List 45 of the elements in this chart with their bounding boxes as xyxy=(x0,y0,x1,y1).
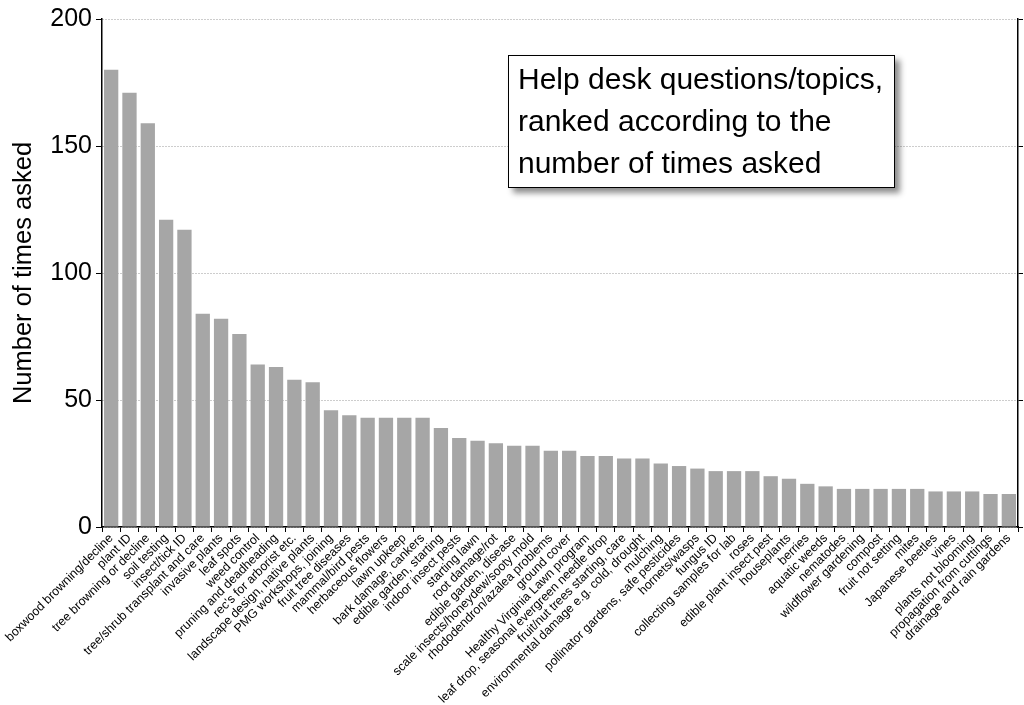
bar xyxy=(470,440,485,527)
bar xyxy=(928,491,943,527)
bar xyxy=(598,455,613,527)
bar xyxy=(781,478,797,527)
bar xyxy=(891,488,907,527)
bar xyxy=(378,417,394,527)
bar xyxy=(653,463,668,527)
bar xyxy=(525,445,540,527)
bar xyxy=(562,450,577,527)
y-tick-label: 0 xyxy=(78,510,92,539)
bar xyxy=(818,486,833,527)
bar xyxy=(1001,493,1016,527)
bar xyxy=(323,410,339,527)
y-tick-label: 200 xyxy=(50,2,92,31)
bar xyxy=(836,488,852,527)
text: Help desk questions/topics, ranked according to the number of times asked xyxy=(508,55,895,188)
bar xyxy=(580,455,595,527)
bar xyxy=(488,443,504,527)
bar xyxy=(671,466,687,527)
bar xyxy=(708,471,723,527)
y-tick-label: 150 xyxy=(50,129,92,158)
y-axis-title: Number of times asked xyxy=(8,141,37,405)
bar xyxy=(965,491,980,527)
bar xyxy=(635,458,650,527)
bar xyxy=(360,417,375,527)
bar xyxy=(726,471,742,527)
bar xyxy=(616,458,632,527)
bar xyxy=(415,417,430,527)
bar xyxy=(690,468,705,527)
bar xyxy=(983,493,998,527)
bar xyxy=(507,445,522,527)
bar xyxy=(800,483,815,527)
bar xyxy=(745,471,760,527)
bar xyxy=(855,488,870,527)
bar xyxy=(910,488,925,527)
bar xyxy=(543,450,558,527)
bar xyxy=(873,488,888,527)
bar xyxy=(433,427,449,527)
bar xyxy=(946,491,962,527)
bar xyxy=(342,415,357,527)
y-tick-label: 50 xyxy=(64,383,92,412)
y-tick-label: 100 xyxy=(50,256,92,285)
bar xyxy=(763,476,778,527)
bar xyxy=(397,417,412,527)
bar xyxy=(452,438,467,527)
